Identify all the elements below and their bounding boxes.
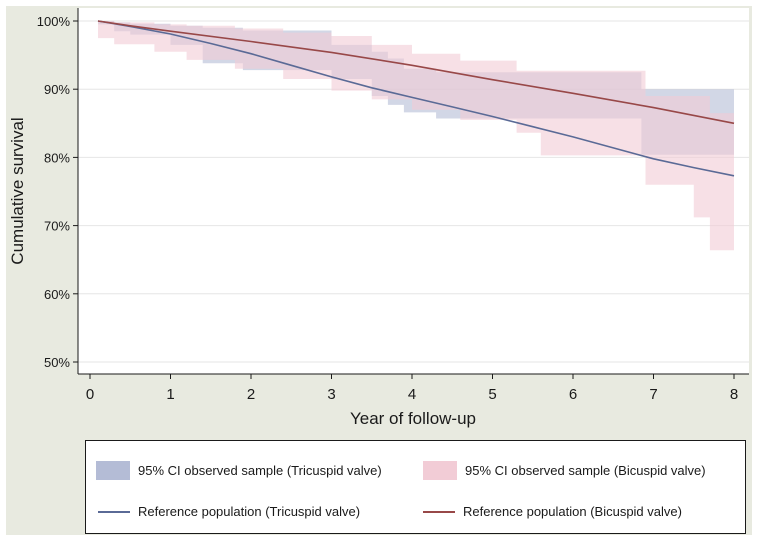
- legend-item-tricuspid-reference: Reference population (Tricuspid valve): [98, 504, 360, 519]
- grid: [78, 20, 749, 363]
- y-axis-label: Cumulative survival: [8, 117, 27, 264]
- legend-label-tricuspid-ci: 95% CI observed sample (Tricuspid valve): [138, 463, 382, 478]
- x-ticks: 0 1 2 3 4 5 6 7 8: [86, 374, 738, 403]
- y-tick-label: 60%: [44, 287, 70, 302]
- legend-item-bicuspid-ci: 95% CI observed sample (Bicuspid valve): [423, 461, 706, 480]
- x-axis-label: Year of follow-up: [350, 409, 476, 428]
- y-tick-label: 100%: [37, 14, 71, 29]
- legend-label-bicuspid-ci: 95% CI observed sample (Bicuspid valve): [465, 463, 706, 478]
- y-tick-label: 80%: [44, 150, 70, 165]
- x-tick-label: 0: [86, 386, 94, 403]
- y-tick-label: 70%: [44, 219, 70, 234]
- legend-key-tricuspid-reference: [98, 510, 130, 513]
- legend-item-bicuspid-reference: Reference population (Bicuspid valve): [423, 504, 682, 519]
- x-tick-label: 2: [247, 386, 255, 403]
- x-tick-label: 3: [327, 386, 335, 403]
- x-tick-label: 7: [649, 386, 657, 403]
- legend: 95% CI observed sample (Tricuspid valve)…: [85, 440, 746, 534]
- y-tick-label: 90%: [44, 82, 70, 97]
- x-tick-label: 8: [730, 386, 738, 403]
- y-ticks: 50% 60% 70% 80% 90% 100%: [37, 14, 78, 370]
- ci-bands: [98, 21, 734, 251]
- reference-lines: [97, 20, 735, 177]
- reference-line-tricuspid: [97, 20, 735, 177]
- figure-background: 50% 60% 70% 80% 90% 100% 0 1 2 3 4 5 6 7 8 Year of fo…: [6, 6, 752, 535]
- reference-line-bicuspid: [97, 20, 735, 125]
- y-tick-label: 50%: [44, 355, 70, 370]
- legend-swatch-tricuspid-ci: [96, 461, 130, 480]
- legend-key-bicuspid-reference: [423, 510, 455, 513]
- x-tick-label: 6: [569, 386, 577, 403]
- legend-label-tricuspid-reference: Reference population (Tricuspid valve): [138, 504, 361, 519]
- legend-label-bicuspid-reference: Reference population (Bicuspid valve): [463, 504, 682, 519]
- legend-item-tricuspid-ci: 95% CI observed sample (Tricuspid valve): [96, 461, 382, 480]
- survival-chart: 50% 60% 70% 80% 90% 100% 0 1 2 3 4 5 6 7 8 Year of fo…: [8, 8, 749, 428]
- x-tick-label: 4: [408, 386, 416, 403]
- legend-swatch-bicuspid-ci: [423, 461, 457, 480]
- ci-band-bicuspid: [98, 21, 734, 251]
- x-tick-label: 1: [166, 386, 174, 403]
- x-tick-label: 5: [488, 386, 496, 403]
